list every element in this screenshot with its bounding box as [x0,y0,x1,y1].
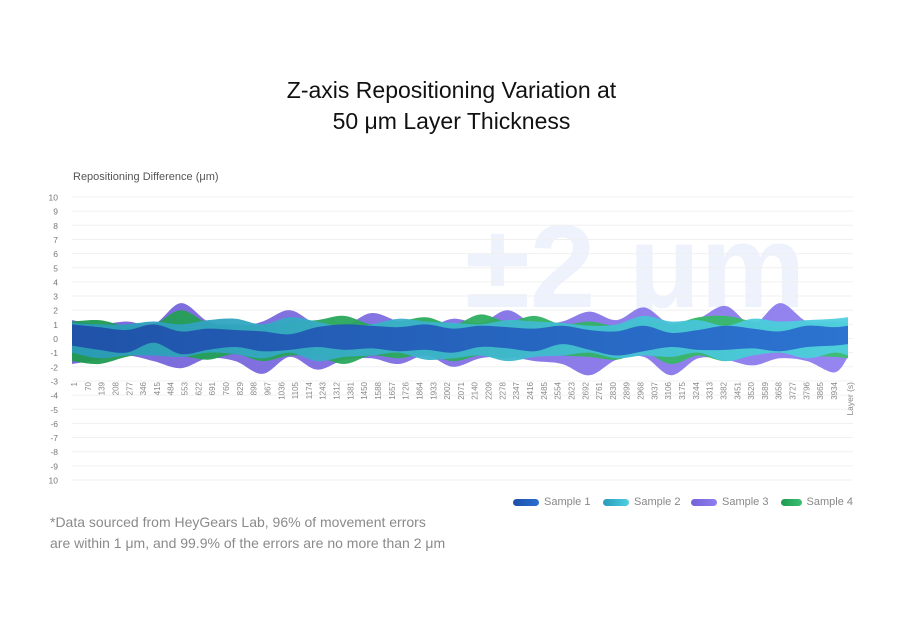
legend-swatch [781,498,802,506]
x-tick-label: 3934 [830,381,839,399]
y-tick-label: 10 [49,193,59,203]
x-tick-label: 1312 [333,381,342,399]
x-tick-label: 70 [84,381,93,390]
x-tick-label: 1588 [374,381,383,399]
x-tick-label: 1864 [415,381,424,399]
x-tick-label: 3658 [775,381,784,399]
legend-label: Sample 1 [544,496,591,508]
footnote-line-1: *Data sourced from HeyGears Lab, 96% of … [50,514,426,530]
x-tick-label: 2830 [609,381,618,399]
legend-label: Sample 4 [806,496,853,508]
footnote-line-2: are within 1 μm, and 99.9% of the errors… [50,535,446,551]
x-tick-label: 1174 [305,381,314,399]
x-tick-label: 1450 [360,381,369,399]
y-tick-label: 0 [53,334,58,344]
x-tick-label: 2071 [457,381,466,399]
legend-item[interactable]: Sample 4 [781,496,853,508]
legend-swatch [513,498,539,506]
y-axis-label: Repositioning Difference (μm) [73,171,219,183]
x-tick-label: 2485 [540,381,549,399]
x-tick-label: 208 [111,381,120,395]
x-tick-label: 1381 [346,381,355,399]
x-tick-label: 2761 [595,381,604,399]
y-tick-label: 10 [49,476,59,486]
y-tick-label: 9 [53,207,58,217]
y-tick-label: 1 [53,320,58,330]
x-tick-label: 3520 [747,381,756,399]
x-tick-label: 691 [208,381,217,395]
x-tick-label: 760 [222,381,231,395]
legend-item[interactable]: Sample 1 [513,496,590,508]
legend-swatch [603,498,629,506]
x-tick-label: 3382 [719,381,728,399]
x-tick-label: 3865 [816,381,825,399]
x-tick-label: 3451 [733,381,742,399]
y-tick-label: 7 [53,235,58,245]
x-tick-label: 3589 [761,381,770,399]
x-tick-label: 3037 [650,381,659,399]
y-tick-label: 4 [53,277,58,287]
x-tick-label: 2623 [567,381,576,399]
x-tick-label: 2554 [554,381,563,399]
x-tick-label: 2278 [498,381,507,399]
y-tick-label: -1 [50,348,58,358]
x-tick-label: 277 [125,381,134,395]
footnote: *Data sourced from HeyGears Lab, 96% of … [50,512,445,554]
legend-item[interactable]: Sample 2 [603,496,680,508]
series-area-sample-1 [72,324,848,356]
x-tick-label: 3727 [789,381,798,399]
x-tick-label: 3106 [664,381,673,399]
y-tick-label: -7 [50,433,58,443]
y-tick-label: -5 [50,405,58,415]
x-tick-label: 898 [250,381,259,395]
x-tick-label: 1105 [291,381,300,399]
x-tick-label: 139 [98,381,107,395]
y-tick-label: 6 [53,249,58,259]
x-tick-label: 1 [70,381,79,386]
x-tick-label: 1036 [277,381,286,399]
x-tick-label: 2692 [581,381,590,399]
legend-item[interactable]: Sample 3 [691,496,768,508]
x-tick-label: 2416 [526,381,535,399]
legend-label: Sample 3 [722,496,769,508]
x-tick-label: 2899 [623,381,632,399]
y-tick-label: -2 [50,362,58,372]
x-axis-label: Layer (s) [845,382,855,416]
x-tick-label: 2002 [443,381,452,399]
x-tick-label: 2968 [637,381,646,399]
x-tick-label: 346 [139,381,148,395]
x-tick-label: 3313 [706,381,715,399]
x-tick-label: 829 [236,381,245,395]
y-tick-label: -9 [50,461,58,471]
x-tick-label: 1933 [429,381,438,399]
x-tick-label: 415 [153,381,162,395]
y-tick-label: -4 [50,391,58,401]
chart-title-line-1: Z-axis Repositioning Variation at [286,77,617,103]
y-tick-label: -8 [50,447,58,457]
y-tick-label: 8 [53,221,58,231]
x-tick-label: 2209 [485,381,494,399]
x-tick-label: 484 [167,381,176,395]
x-tick-label: 2347 [512,381,521,399]
y-tick-label: 2 [53,306,58,316]
x-tick-label: 2140 [471,381,480,399]
chart-title-line-2: 50 μm Layer Thickness [332,108,571,134]
x-tick-label: 1657 [388,381,397,399]
y-tick-label: -3 [50,376,58,386]
legend-swatch [691,498,717,506]
y-tick-label: 5 [53,263,58,273]
x-tick-label: 1726 [402,381,411,399]
x-tick-label: 622 [194,381,203,395]
y-tick-label: -6 [50,419,58,429]
x-tick-label: 967 [263,381,272,395]
legend-label: Sample 2 [634,496,681,508]
x-tick-label: 3244 [692,381,701,399]
y-tick-label: 3 [53,292,58,302]
x-tick-label: 1243 [319,381,328,399]
x-tick-label: 553 [181,381,190,395]
x-tick-label: 3796 [802,381,811,399]
x-tick-label: 3175 [678,381,687,399]
